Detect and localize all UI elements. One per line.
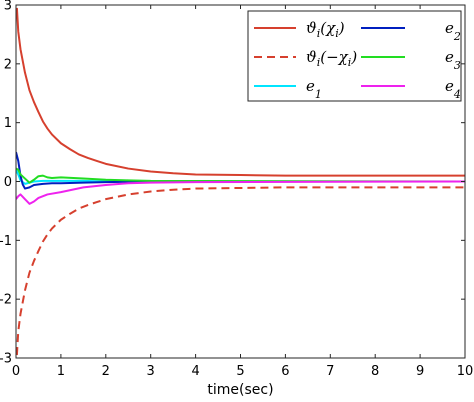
y-tick-label-1: 2 [4,57,12,72]
series-line-4 [16,167,465,184]
series-line-1 [16,186,465,356]
series-line-0 [16,7,465,177]
y-tick-label-4: -1 [0,234,12,249]
x-tick-label-9: 9 [416,364,424,379]
y-tick-label-0: 3 [4,0,12,14]
x-axis-label: time(sec) [207,382,273,398]
legend-label-1: ϑi(−χi) [306,48,357,69]
x-tick-label-6: 6 [281,364,289,379]
y-tick-label-3: 0 [4,175,12,190]
x-tick-label-1: 1 [57,364,65,379]
x-tick-label-5: 5 [236,364,244,379]
series-line-5 [16,180,465,205]
legend-label-3: e2 [445,19,461,43]
y-tick-label-6: -3 [0,352,12,367]
legend-label-0: ϑi(χi) [306,19,345,40]
legend-label-5: e4 [445,77,461,101]
x-tick-label-2: 2 [102,364,110,379]
legend-label-4: e3 [445,48,461,72]
x-tick-label-7: 7 [326,364,334,379]
x-tick-label-10: 10 [457,364,474,379]
legend-label-2: e1 [306,77,322,101]
x-tick-label-3: 3 [147,364,155,379]
series-layer [16,7,465,356]
x-tick-label-8: 8 [371,364,379,379]
legend: ϑi(χi) e2 ϑi(−χi) e3 e1 e4 [247,10,462,102]
y-tick-label-2: 1 [4,116,12,131]
series-line-3 [16,151,465,190]
y-tick-label-5: -2 [0,293,12,308]
x-tick-label-4: 4 [191,364,199,379]
x-tick-label-0: 0 [12,364,20,379]
